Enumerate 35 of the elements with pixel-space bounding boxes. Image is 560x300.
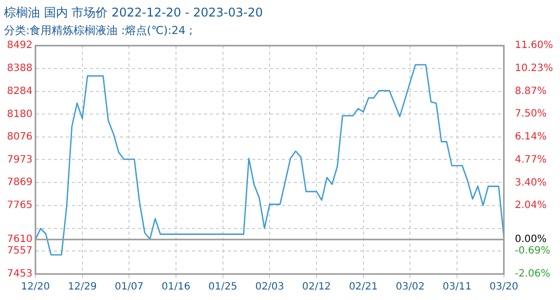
- y-tick-label: 7869: [6, 177, 32, 188]
- y-tick-label: 8284: [6, 86, 32, 97]
- chart-title: 棕榈油 国内 市场价 2022-12-20 - 2023-03-20: [4, 5, 263, 20]
- y-tick-label: 7557: [6, 246, 32, 257]
- x-tick-label: 03/02: [396, 282, 425, 293]
- y2-tick-label: 10.23%: [514, 63, 554, 74]
- y2-tick-label: 4.77%: [514, 154, 547, 166]
- x-tick-label: 12/20: [21, 282, 50, 293]
- x-tick-label: 03/20: [489, 282, 518, 293]
- x-tick-label: 01/25: [208, 282, 238, 293]
- x-tick-label: 01/16: [162, 282, 190, 293]
- y-tick-label: 8180: [6, 108, 32, 120]
- y2-tick-label: 6.14%: [514, 131, 547, 142]
- x-tick-label: 02/21: [348, 282, 378, 293]
- y-tick-label: 7765: [6, 200, 32, 212]
- y-tick-label: 8492: [6, 40, 32, 52]
- y-tick-label: 7610: [6, 234, 32, 246]
- y-tick-label: 7973: [6, 154, 32, 166]
- y2-tick-label: 2.04%: [514, 200, 547, 212]
- x-tick-label: 02/03: [255, 282, 284, 293]
- y2-tick-label: 11.60%: [514, 40, 554, 52]
- y2-tick-label: 0.00%: [514, 234, 547, 246]
- y-tick-label: 7453: [6, 268, 32, 280]
- y2-tick-label: -0.69%: [514, 246, 550, 257]
- y-tick-label: 8388: [6, 63, 32, 74]
- x-tick-label: 12/29: [68, 282, 97, 293]
- x-tick-label: 02/12: [302, 282, 331, 293]
- x-tick-label: 03/11: [442, 282, 472, 293]
- y-tick-label: 8076: [6, 132, 32, 143]
- y2-tick-label: 7.50%: [514, 108, 547, 120]
- chart-subtitle: 分类:食用精炼棕榈液油 :熔点(℃):24 ;: [4, 24, 193, 37]
- y2-tick-label: 3.40%: [514, 177, 547, 188]
- y2-tick-label: 8.87%: [514, 86, 547, 97]
- x-tick-label: 01/07: [114, 282, 144, 293]
- y2-tick-label: -2.06%: [514, 268, 550, 280]
